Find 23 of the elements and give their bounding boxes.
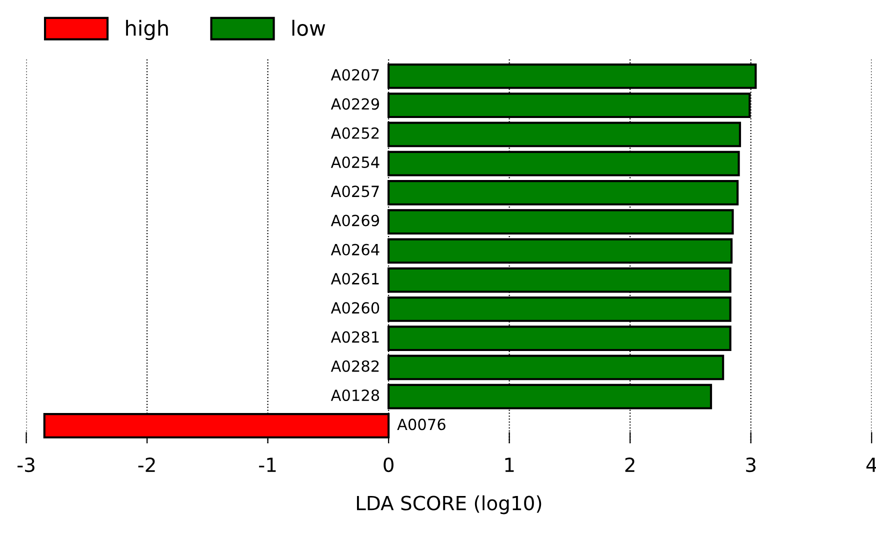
y-tick-label: A0264 — [330, 244, 380, 256]
x-tick-label: 1 — [505, 458, 514, 472]
x-tick-label: -1 — [259, 458, 276, 472]
x-tick-label: -3 — [18, 457, 34, 472]
x-axis-title: LDA SCORE (log10) — [357, 495, 542, 514]
y-tick-label: A0269 — [330, 214, 380, 226]
x-tick-label: 2 — [625, 457, 634, 472]
y-tick-label: A0128 — [330, 389, 380, 402]
legend-label: low — [292, 20, 326, 36]
y-tick-label: A0229 — [330, 98, 380, 110]
y-tick-label: A0252 — [330, 127, 379, 139]
y-tick-label: A0260 — [330, 302, 380, 314]
y-tick-label: A0207 — [330, 69, 379, 81]
x-tick-label: -2 — [138, 457, 155, 472]
x-tick-label: 3 — [746, 457, 756, 472]
y-tick-label: A0254 — [330, 156, 380, 168]
y-tick-label: A0261 — [330, 272, 379, 285]
y-tick-label: A0281 — [330, 331, 379, 343]
x-tick-label: 0 — [384, 457, 394, 472]
legend-label: high — [126, 20, 168, 40]
y-tick-label: A0076 — [397, 418, 446, 430]
y-tick-label: A0257 — [330, 186, 379, 198]
y-tick-label: A0282 — [330, 360, 379, 372]
